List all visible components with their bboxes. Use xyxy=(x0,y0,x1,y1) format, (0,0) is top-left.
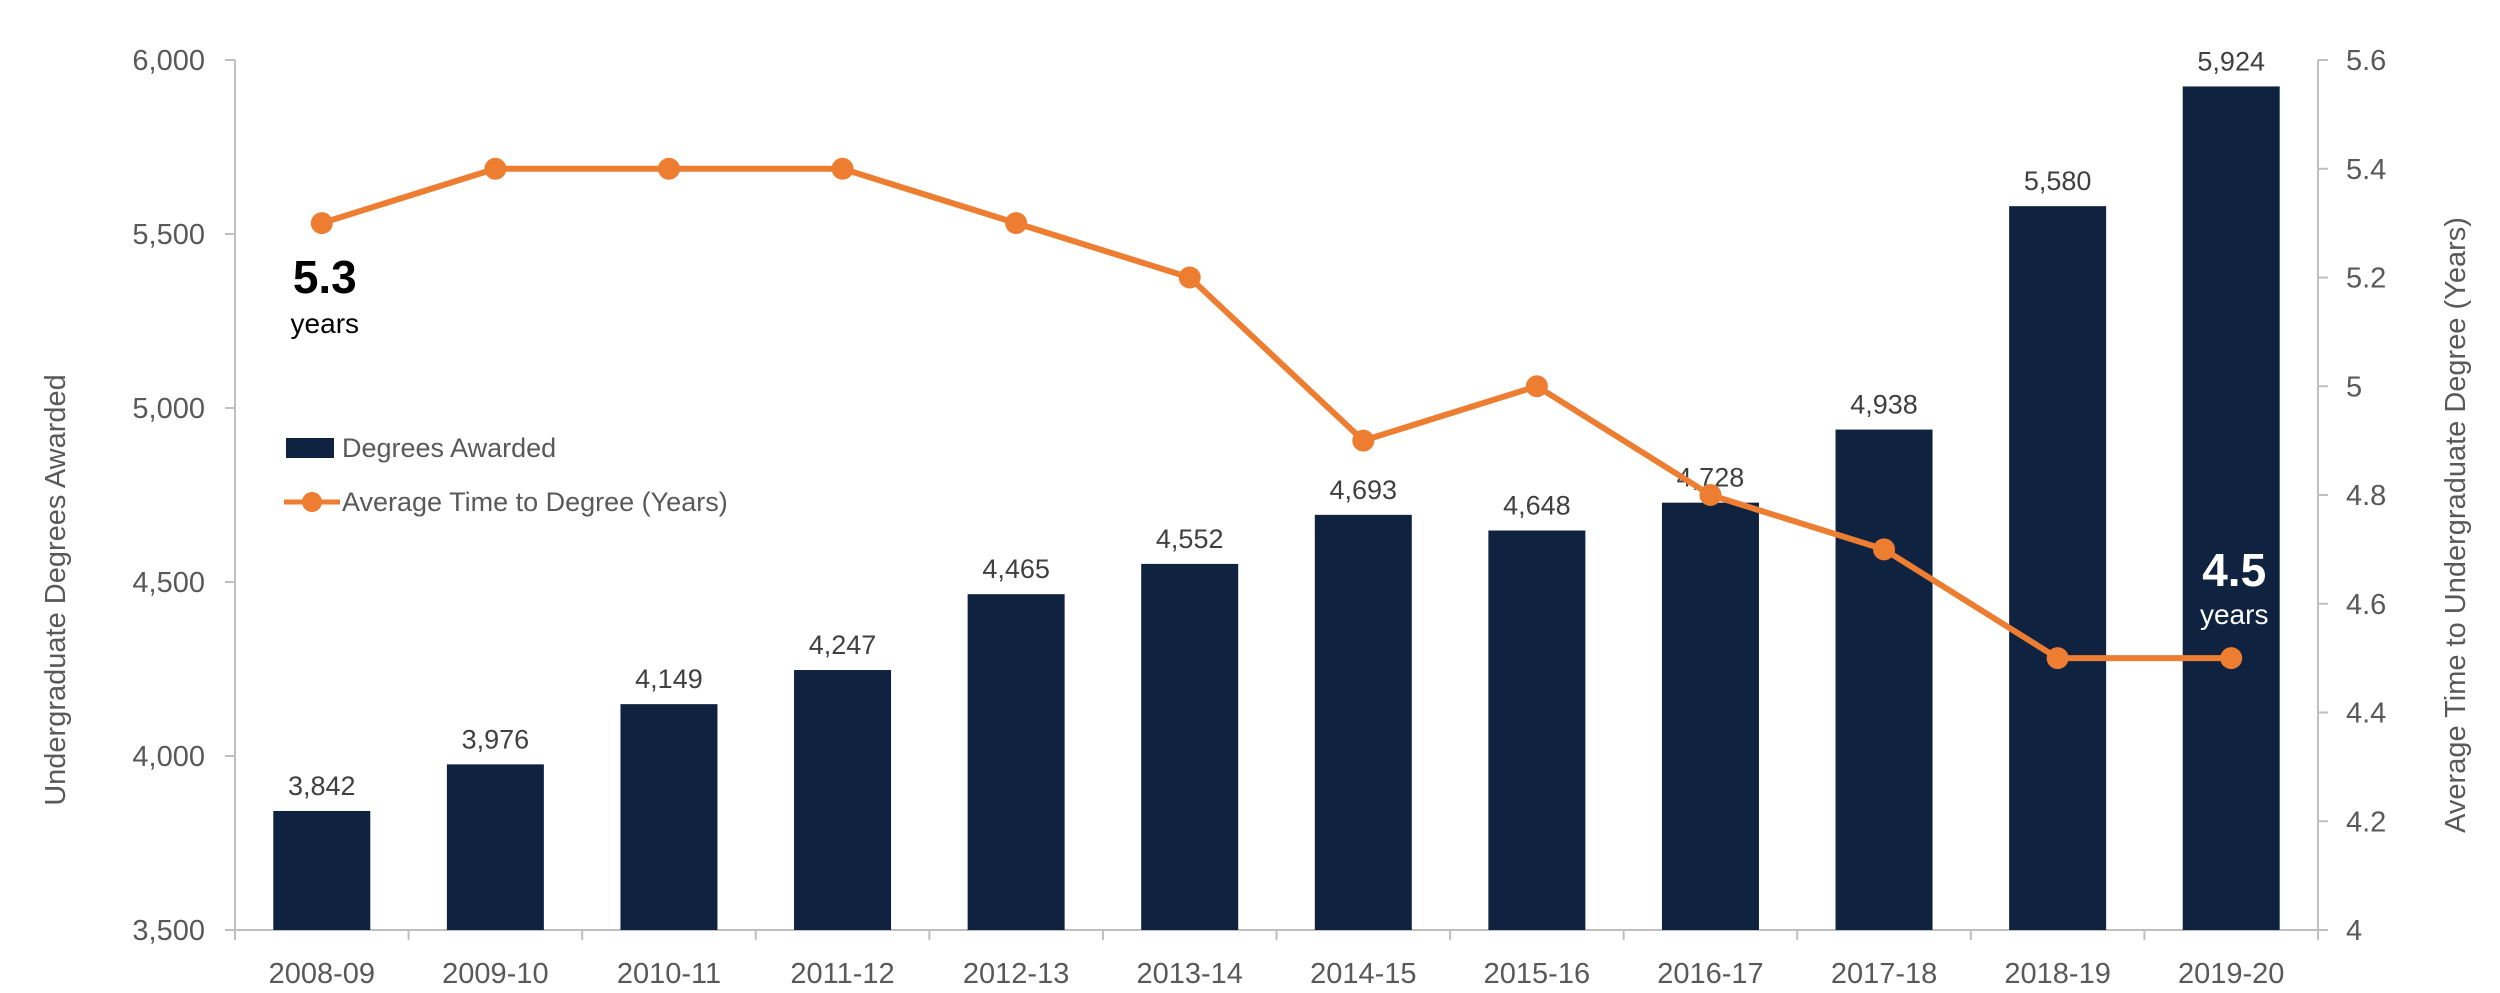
line-marker xyxy=(310,212,333,235)
y2-tick-label: 5 xyxy=(2346,371,2362,403)
line-marker xyxy=(1699,484,1722,506)
x-tick-label: 2011-12 xyxy=(790,958,894,990)
x-tick-label: 2012-13 xyxy=(963,958,1069,990)
axes xyxy=(225,59,2328,940)
bars xyxy=(273,86,2280,930)
y-axis-title: Undergraduate Degrees Awarded xyxy=(40,374,72,806)
line-marker xyxy=(2220,647,2243,670)
x-tick-label: 2014-15 xyxy=(1310,958,1416,990)
line-marker xyxy=(1352,429,1375,452)
bar xyxy=(967,594,1065,930)
bar-value-label: 3,842 xyxy=(288,771,356,801)
time-to-degree-line xyxy=(310,157,2243,670)
bar xyxy=(2009,206,2107,930)
bar xyxy=(1835,429,1933,930)
y-tick-label: 3,500 xyxy=(132,915,205,947)
bar-value-label: 4,247 xyxy=(809,630,877,660)
bar xyxy=(1661,502,1759,930)
bar-value-label: 4,938 xyxy=(1850,390,1918,420)
bar-value-label: 4,648 xyxy=(1503,490,1571,520)
x-tick-label: 2008-09 xyxy=(269,958,375,990)
legend: Degrees Awarded Average Time to Degree (… xyxy=(284,433,728,517)
legend-line-marker xyxy=(302,492,322,512)
y-tick-label: 4,500 xyxy=(132,567,205,599)
y2-tick-label: 5.4 xyxy=(2346,154,2386,186)
x-tick-label: 2013-14 xyxy=(1136,958,1242,990)
y-tick-label: 6,000 xyxy=(132,45,205,77)
x-tick-label: 2017-18 xyxy=(1831,958,1937,990)
bar-value-label: 4,465 xyxy=(982,554,1050,584)
y-tick-label: 5,000 xyxy=(132,393,205,425)
line-marker xyxy=(1178,266,1201,289)
legend-line-label: Average Time to Degree (Years) xyxy=(342,487,728,517)
bar-value-label: 4,552 xyxy=(1156,524,1224,554)
bar xyxy=(620,704,718,930)
callout-value: 4.5 xyxy=(2202,544,2266,596)
bar xyxy=(446,764,544,930)
x-tick-labels: 2008-09 2009-10 2010-11 2011-12 2012-13 2013-… xyxy=(269,958,2285,990)
callout-unit: years xyxy=(2200,599,2268,630)
y-tick-labels: 3,500 4,000 4,500 5,000 5,500 6,000 xyxy=(132,45,205,947)
bar xyxy=(1488,530,1586,930)
y2-tick-label: 5.6 xyxy=(2346,45,2386,77)
line-marker xyxy=(2046,647,2069,670)
legend-bar-label: Degrees Awarded xyxy=(342,433,556,463)
bar-value-label: 4,693 xyxy=(1330,475,1398,505)
y2-tick-label: 5.2 xyxy=(2346,263,2386,295)
y2-tick-labels: 4 4.2 4.4 4.6 4.8 5 5.2 5.4 5.6 xyxy=(2346,45,2386,947)
legend-bar-swatch xyxy=(286,438,334,458)
line-marker xyxy=(1525,375,1548,398)
line-marker xyxy=(657,157,680,180)
line-marker xyxy=(1873,538,1896,561)
bar-value-label: 4,149 xyxy=(635,664,703,694)
y2-axis-title: Average Time to Undergraduate Degree (Ye… xyxy=(2440,217,2472,833)
bar xyxy=(1141,563,1239,930)
bar xyxy=(794,670,892,930)
bar xyxy=(1314,514,1412,930)
line-marker xyxy=(484,157,507,180)
bar xyxy=(2182,86,2280,930)
line-marker xyxy=(1005,212,1028,235)
x-tick-label: 2018-19 xyxy=(2004,958,2110,990)
y2-tick-label: 4 xyxy=(2346,915,2362,947)
y-tick-label: 4,000 xyxy=(132,741,205,773)
x-tick-label: 2019-20 xyxy=(2178,958,2284,990)
bar xyxy=(273,810,371,930)
callout-value: 5.3 xyxy=(293,251,357,303)
y2-tick-label: 4.2 xyxy=(2346,806,2386,838)
x-tick-label: 2009-10 xyxy=(442,958,548,990)
y2-tick-label: 4.6 xyxy=(2346,589,2386,621)
bar-labels: 3,842 3,976 4,149 4,247 4,465 4,552 4,693 4,648… xyxy=(288,46,2265,801)
y2-tick-label: 4.8 xyxy=(2346,480,2386,512)
bar-value-label: 5,580 xyxy=(2024,166,2092,196)
x-tick-label: 2010-11 xyxy=(617,958,721,990)
y2-tick-label: 4.4 xyxy=(2346,698,2386,730)
x-tick-label: 2016-17 xyxy=(1657,958,1763,990)
bar-value-label: 5,924 xyxy=(2197,46,2265,76)
y-tick-label: 5,500 xyxy=(132,219,205,251)
time-to-degree-polyline xyxy=(320,165,2232,662)
line-marker xyxy=(831,157,854,180)
x-tick-label: 2015-16 xyxy=(1484,958,1590,990)
callout-unit: years xyxy=(291,308,359,339)
bar-value-label: 3,976 xyxy=(462,724,530,754)
